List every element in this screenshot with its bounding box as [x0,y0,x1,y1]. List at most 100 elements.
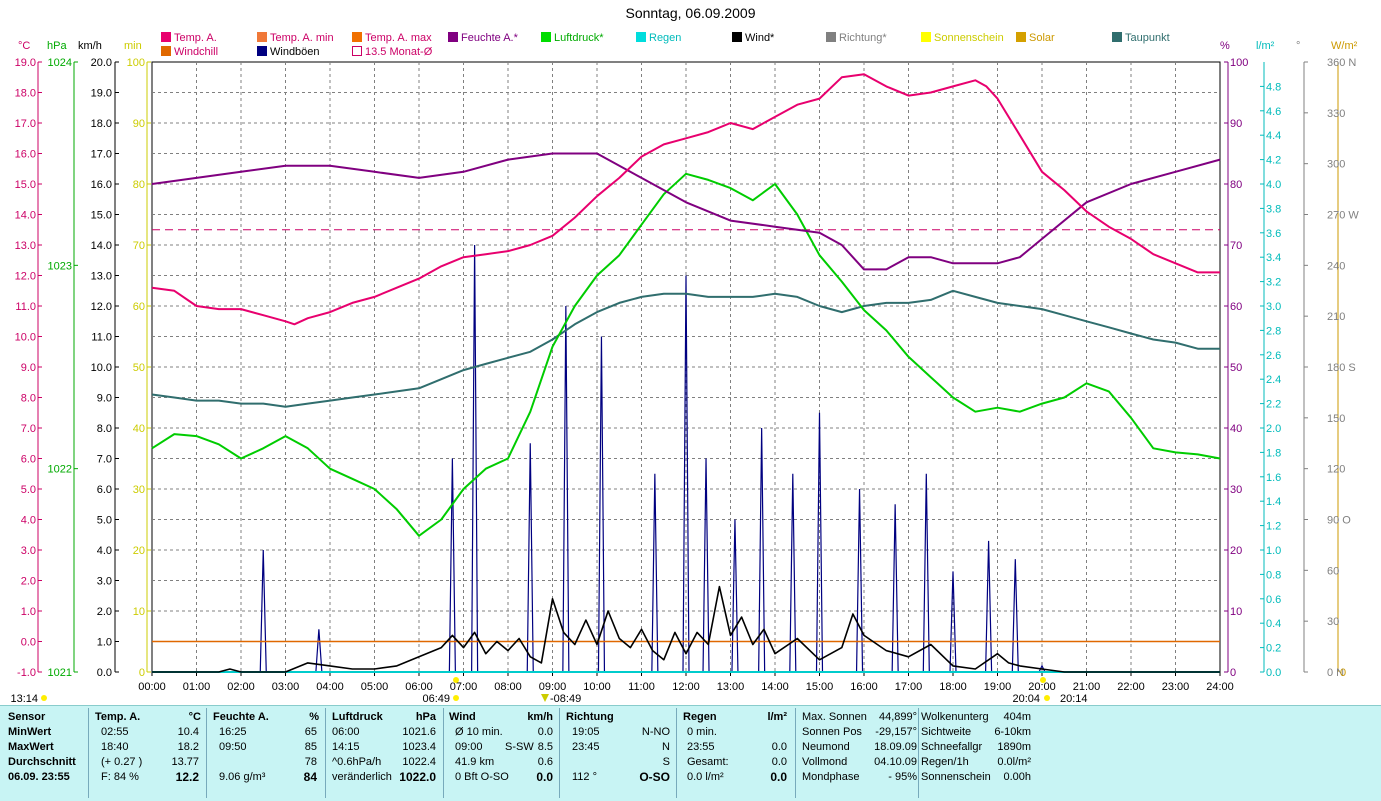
y-tick-label: 60 [133,301,145,313]
pressure-header: Luftdruck hPa [332,710,442,725]
y-tick-label: 1023 [48,260,72,272]
y-tick-label: 8.0 [97,423,112,435]
unit-min: min [124,40,142,52]
clouds-label: Sonnenschein [921,771,991,783]
legend-swatch [636,32,646,42]
pressure-column: Luftdruck hPa 06:00 1021.6 14:15 1023.4 ^0.6hP… [332,710,442,798]
legend-swatch [732,32,742,42]
pressure-row: veränderlich 1022.0 [332,770,442,785]
clouds-row: Wolkenunterg 404m [921,710,1031,725]
astro-row: Neumond 18.09.09 [802,740,917,755]
astro-value: 04.10.09 [874,756,917,768]
legend-swatch [826,32,836,42]
y-tick-label: 1.8 [1266,447,1281,459]
legend-swatch [1016,32,1026,42]
direction-value: N [662,741,670,753]
series-windboeen-spike [891,504,899,673]
legend-item: Taupunkt [1112,31,1170,45]
legend-label: Temp. A. min [270,32,334,44]
temp-header-label: Temp. A. [95,711,141,723]
x-tick-label: 16:00 [850,681,878,693]
pressure-time: 14:15 [332,741,360,753]
legend-label: Temp. A. [174,32,217,44]
wind-label: Ø 10 min. [455,726,503,738]
series-windboeen-spike [789,473,797,673]
humidity-value: 84 [303,770,317,784]
time-marker-left: 13:14 [10,693,38,705]
legend-swatch [257,32,267,42]
legend-swatch [352,46,362,56]
y-tick-label: 19.0 [15,57,36,69]
temp-row: 18:40 18.2 [95,740,205,755]
rain-value: 0.0 [771,741,787,753]
clouds-label: Schneefallgr [921,741,983,753]
y-tick-label: 2.0 [1266,423,1281,435]
y-tick-label: 12.0 [15,271,36,283]
y-tick-label: 70 [133,240,145,252]
y-tick-label: 6.0 [21,454,36,466]
pressure-time: veränderlich [332,771,392,783]
direction-row: S [566,755,674,770]
pressure-row: 06:00 1021.6 [332,725,442,740]
y-tick-label: 0.0 [21,637,36,649]
direction-row: 19:05 N-NO [566,725,674,740]
legend-label: 13.5 Monat-Ø [365,46,433,58]
y-tick-label: 12.0 [91,301,112,313]
y-tick-label: 50 [133,362,145,374]
series-wind [152,585,1220,673]
legend-label: Sonnenschein [934,32,1004,44]
clouds-row: Schneefallgr 1890m [921,740,1031,755]
x-tick-label: 00:00 [138,681,166,693]
humidity-row: 9.06 g/m³ 84 [213,770,323,785]
y-tick-label: 100 [1230,57,1248,69]
y-tick-label: 270 W [1327,210,1359,222]
direction-value: O-SO [639,770,670,784]
x-tick-label: 18:00 [939,681,967,693]
unit-kmh: km/h [78,40,102,52]
temp-value: 10.4 [177,726,199,738]
y-tick-label: 10 [1230,606,1242,618]
sunset-time: 20:04 [1012,693,1040,705]
temp-column: Temp. A. °C 02:55 10.4 18:40 18.2 (+ 0.27 ) 13.… [95,710,205,798]
rain-value: 0.0 [771,756,787,768]
y-tick-label: 120 [1327,464,1345,476]
series-temp-a [151,73,1220,326]
y-tick-label: 1.0 [21,606,36,618]
sensor-header: Sensor [8,711,46,723]
legend-item: 13.5 Monat-Ø [352,45,432,59]
statistics-panel: Sensor MinWert MaxWert Durchschnitt 06.09. 2… [0,705,1381,801]
y-tick-label: 20 [133,545,145,557]
y-tick-label: 4.4 [1266,130,1281,142]
y-tick-label: -1.0 [17,667,36,679]
sun-icon [41,695,47,701]
wind-value: 0.6 [537,756,553,768]
y-tick-label: 180 S [1327,362,1356,374]
sunrise-icon [453,695,459,701]
y-tick-label: 2.0 [97,606,112,618]
astro-label: Mondphase [802,771,860,783]
y-tick-label: 40 [133,423,145,435]
y-tick-label: 9.0 [21,362,36,374]
legend-label: Luftdruck* [554,32,604,44]
wind-direction: S-SW [505,741,534,753]
rain-row: 0.0 l/m² 0.0 [683,770,791,785]
rain-label: Gesamt: [687,756,729,768]
unit-hpa: hPa [47,40,67,52]
y-tick-label: 14.0 [15,210,36,222]
temp-time: 18:40 [101,741,129,753]
wind-value: 0.0 [537,726,553,738]
wind-value: 8.5 [537,741,553,753]
wind-label: 41.9 km [455,756,495,768]
y-tick-label: 0 N [1327,667,1344,679]
y-tick-label: 1.0 [1266,545,1281,557]
rain-label: 23:55 [687,741,715,753]
legend-label: Taupunkt [1125,32,1170,44]
pressure-header-label: Luftdruck [332,711,383,723]
y-tick-label: 60 [1327,565,1339,577]
y-tick-label: 4.0 [1266,179,1281,191]
direction-value: N-NO [641,726,670,738]
sensor-column: Sensor MinWert MaxWert Durchschnitt 06.09. 2… [8,710,88,798]
y-tick-label: 15.0 [91,210,112,222]
x-tick-label: 01:00 [183,681,211,693]
series-windboeen-spike [922,473,930,673]
